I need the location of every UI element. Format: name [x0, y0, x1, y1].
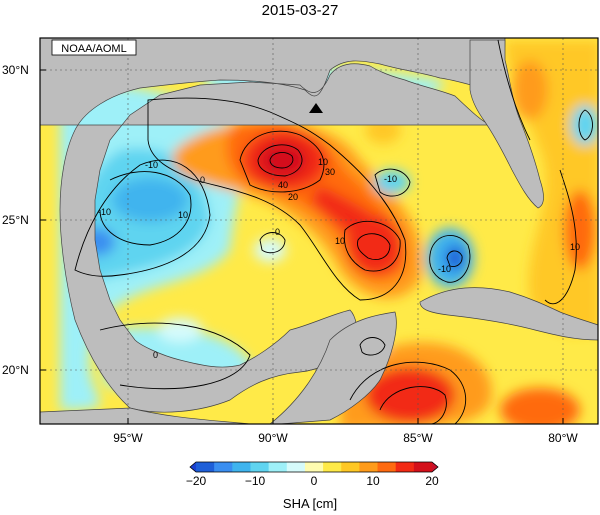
colorbar-swatch	[323, 462, 342, 472]
colorbar-swatch	[196, 462, 215, 472]
triangle-marker	[309, 103, 323, 113]
colorbar-high-arrow	[432, 462, 438, 472]
colorbar-swatch	[268, 462, 288, 472]
contour-label: 40	[278, 180, 288, 190]
colorbar-low-arrow	[190, 462, 196, 472]
lon-label: 80°W	[548, 431, 578, 445]
lat-label: 25°N	[2, 213, 29, 227]
contour-label: -10	[438, 264, 451, 274]
colorbar-swatch	[286, 462, 306, 472]
colorbar-swatch	[341, 462, 360, 472]
colorbar-tick: 10	[366, 474, 380, 488]
contour-label: 10	[318, 157, 328, 167]
graticule	[40, 38, 598, 424]
colorbar-swatch	[359, 462, 379, 472]
colorbar-swatch	[377, 462, 397, 472]
colorbar-swatch	[413, 462, 433, 472]
contour-label: 0	[153, 350, 158, 360]
contour-label: -10	[384, 174, 397, 184]
contours	[74, 39, 593, 424]
tick-marks	[40, 69, 564, 424]
colorbar-swatch	[214, 462, 233, 472]
contour-label: 20	[288, 192, 298, 202]
map-frame	[39, 37, 599, 425]
contour-label: -10	[98, 207, 111, 217]
contour-label: 10	[570, 242, 580, 252]
colorbar-tick: 20	[425, 474, 439, 488]
colorbar-tick: 0	[311, 474, 318, 488]
colorbar-swatch	[304, 462, 324, 472]
contour-label: 30	[325, 167, 335, 177]
lat-label: 20°N	[2, 363, 29, 377]
colorbar-frame	[189, 461, 439, 473]
colorbar	[189, 461, 439, 473]
contour-label: 0	[200, 175, 205, 185]
map-title: 2015-03-27	[261, 2, 339, 19]
lon-label: 85°W	[403, 431, 433, 445]
contour-label: -10	[145, 160, 158, 170]
colorbar-swatch	[232, 462, 251, 472]
contour-label: 10	[335, 236, 345, 246]
colorbar-title: SHA [cm]	[282, 496, 338, 511]
contour-labels: -10 0 10 20 30 40 -10 10 0 -10 10 0 -10 …	[98, 157, 580, 360]
colorbar-swatch	[395, 462, 415, 472]
contour-label: 10	[178, 210, 188, 220]
colorbar-tick: −20	[186, 474, 207, 488]
source-label: NOAA/AOML	[61, 43, 126, 55]
colorbar-swatch	[250, 462, 270, 472]
colorbar-tick: −10	[245, 474, 266, 488]
lon-label: 95°W	[113, 431, 143, 445]
source-box	[51, 39, 137, 56]
contour-label: 0	[275, 227, 280, 237]
lon-label: 90°W	[258, 431, 288, 445]
lat-label: 30°N	[2, 63, 29, 77]
